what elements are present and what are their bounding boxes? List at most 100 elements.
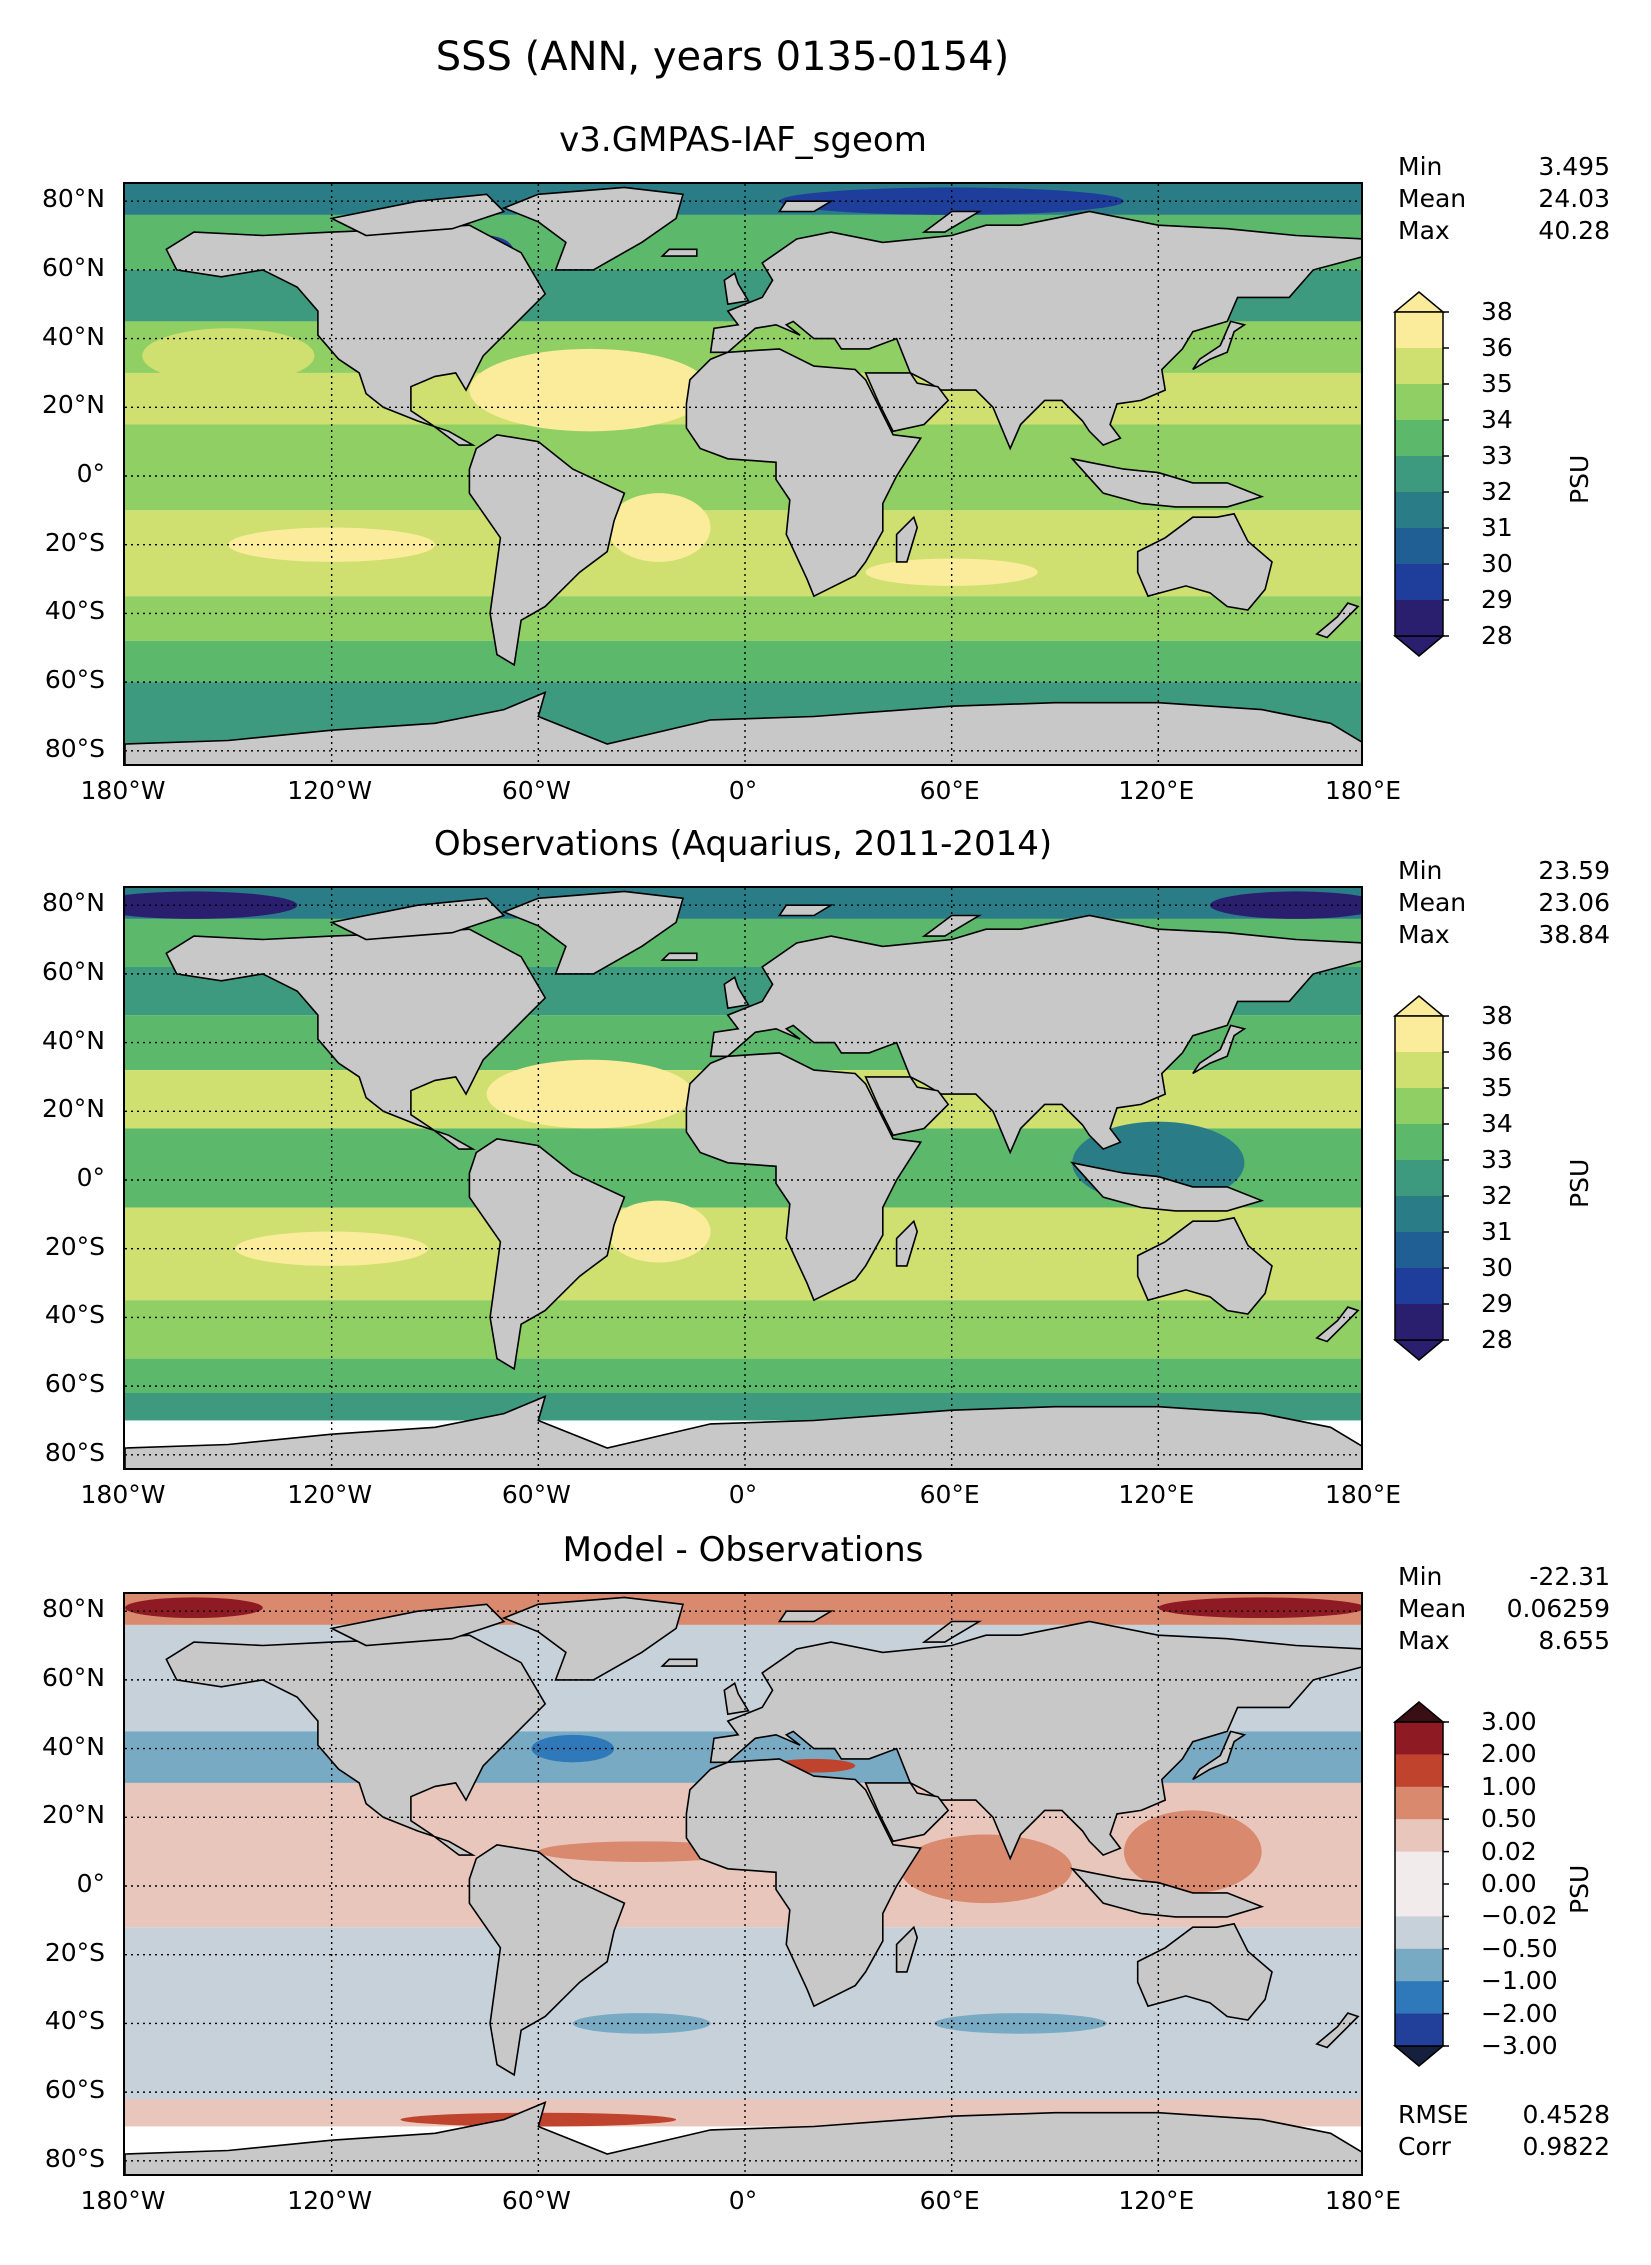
lat-tick-label: 80°S [44,1437,105,1467]
land-madagascar [895,1925,919,1973]
colorbar-tick-label: 1.00 [1481,1771,1537,1801]
colorbar-tick-label: 35 [1481,369,1513,398]
land-north-america [165,1634,547,1856]
ocean-feature [469,348,711,432]
colorbar-segment [1395,1016,1443,1053]
lat-tick-label: 20°N [41,1800,105,1830]
suptitle: SSS (ANN, years 0135-0154) [435,34,1010,80]
lat-tick-label: 80°S [44,2143,105,2173]
lat-tick-label: 60°N [41,956,105,986]
colorbar [1392,291,1449,657]
stat-label: Max [1398,1626,1450,1655]
colorbar-segment [1395,1124,1443,1161]
colorbar-segment [1395,492,1443,529]
land-south-america [468,1137,626,1371]
colorbar-tick-label: 38 [1481,297,1513,326]
panel-title: v3.GMPAS-IAF_sgeom [559,120,927,160]
map-canvas [125,184,1361,764]
land-australia [1136,1216,1273,1315]
land-arctic-islands [329,897,506,941]
ocean-band [125,888,1361,919]
colorbar-tick-label: 3.00 [1481,1707,1537,1736]
ocean-feature [607,1200,711,1263]
colorbar-segment [1395,2013,1443,2047]
lat-tick-label: 60°S [44,665,105,695]
lat-tick-label: 80°N [41,1594,105,1624]
land-japan [1192,1730,1247,1781]
colorbar-tick-label: 29 [1481,1289,1513,1318]
ocean-band [125,640,1361,683]
ocean-band [125,1358,1361,1393]
lat-tick-label: 0° [76,1163,105,1192]
colorbar-tick-label: 38 [1481,1001,1513,1030]
colorbar-tick-label: 36 [1481,333,1513,362]
ocean-feature [531,1734,615,1763]
colorbar-segment [1395,1786,1443,1820]
colorbar-tick-label: 31 [1481,1217,1513,1246]
lat-tick-label: 40°S [44,1300,105,1330]
stat-label: Mean [1398,1594,1467,1623]
lat-tick-label: 60°S [44,2075,105,2105]
ocean-band [125,596,1361,641]
colorbar-segment [1395,1160,1443,1197]
land-madagascar [895,515,919,563]
colorbar-under [1392,1339,1446,1361]
land-eurasia [709,210,1361,451]
colorbar-unit-label: PSU [1565,1158,1594,1208]
colorbar-unit-label: PSU [1565,1864,1594,1914]
lon-tick-label: 60°E [919,2186,980,2215]
lon-tick-label: 180°E [1324,1480,1401,1509]
map-panel [123,886,1363,1470]
land-antarctica [125,2101,1361,2174]
lon-tick-label: 0° [728,776,758,805]
colorbar-segment [1395,1884,1443,1917]
colorbar-frame [1394,1015,1444,1341]
lon-tick-label: 120°W [287,776,373,805]
stat-value: 8.655 [1538,1626,1610,1655]
colorbar-segment [1395,1819,1443,1853]
land-iceland [660,248,698,257]
colorbar-tick-label: 28 [1481,1325,1513,1354]
land-arctic-islands [329,1603,506,1647]
ocean-feature [607,493,711,562]
land-new-zealand [1315,602,1360,639]
lat-tick-label: 40°S [44,2006,105,2036]
land-madagascar [895,1219,919,1267]
land-africa [685,348,923,598]
land-uk [723,1682,750,1716]
lat-tick-label: 60°S [44,1369,105,1399]
land-south-america [468,433,626,667]
land-africa [685,1052,923,1302]
lat-tick-label: 80°N [41,184,105,214]
colorbar-tick-label: −0.50 [1481,1933,1558,1963]
lon-tick-label: 180°W [80,2186,166,2215]
lon-tick-label: 60°W [501,776,571,805]
colorbar-segment [1395,528,1443,565]
stat-value: 38.84 [1538,920,1610,949]
colorbar-tick-label: 36 [1481,1037,1513,1066]
stat-value: 0.9822 [1522,2132,1610,2161]
stat-value: 23.06 [1538,888,1610,917]
colorbar-frame [1394,311,1444,637]
stat-value: 40.28 [1538,216,1610,245]
colorbar-tick-label: 33 [1481,441,1513,470]
ocean-band [125,1300,1361,1359]
map-canvas [125,888,1361,1468]
colorbar-over [1392,1701,1446,1723]
colorbar-tick-label: 0.00 [1481,1869,1537,1898]
lat-tick-label: 60°N [41,252,105,282]
colorbar-segment [1395,1722,1443,1755]
colorbar-over [1392,291,1446,313]
colorbar [1392,995,1449,1361]
ocean-feature [1210,891,1361,919]
colorbar-segment [1395,456,1443,493]
colorbar-tick-label: 32 [1481,477,1513,506]
land-arabia [864,372,950,433]
colorbar-tick-label: 35 [1481,1073,1513,1102]
lon-tick-label: 120°E [1118,2186,1195,2215]
colorbar-segment [1395,420,1443,457]
land-iceland [660,952,698,961]
colorbar-tick-label: −2.00 [1481,1998,1558,2028]
land-australia [1136,1922,1273,2021]
colorbar-tick-label: −3.00 [1481,2031,1558,2060]
